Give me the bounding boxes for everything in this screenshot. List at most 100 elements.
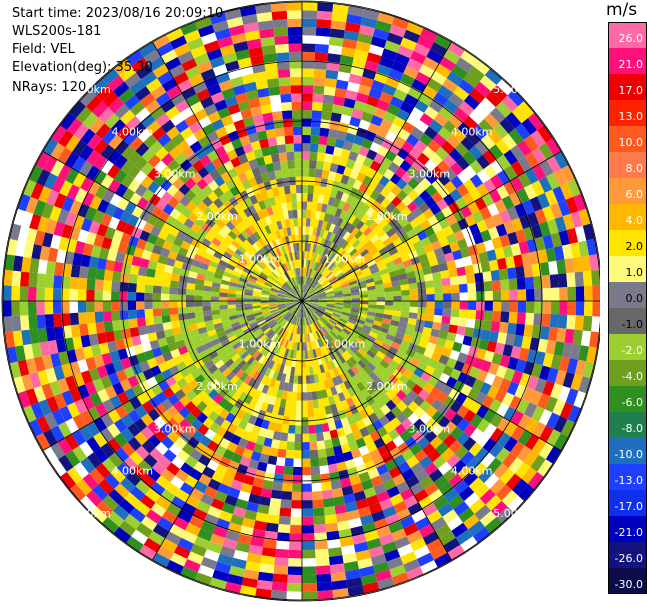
colorbar-segment [608, 256, 647, 282]
range-gate-cell [44, 301, 54, 315]
range-gate-cell [310, 270, 316, 279]
range-gate-cell [296, 325, 300, 334]
range-gate-cell [120, 427, 135, 443]
range-gate-cell [291, 491, 302, 501]
range-gate-cell [268, 301, 278, 303]
range-gate-cell [289, 260, 294, 270]
range-gate-cell [102, 280, 112, 291]
range-gate-cell [542, 380, 555, 397]
range-gate-cell [488, 226, 500, 240]
range-gate-cell [327, 196, 336, 207]
range-gate-cell [80, 410, 94, 426]
range-gate-cell [322, 282, 331, 289]
range-gate-cell [255, 156, 266, 167]
range-gate-cell [431, 423, 444, 437]
range-gate-cell [189, 140, 203, 154]
range-gate-cell [302, 408, 309, 418]
range-gate-cell [291, 93, 302, 102]
range-gate-cell [6, 238, 18, 256]
range-gate-cell [431, 178, 444, 192]
range-gate-cell [245, 561, 261, 572]
range-gate-cell [250, 485, 263, 496]
range-gate-cell [289, 184, 297, 194]
range-gate-cell [567, 286, 577, 301]
range-gate-cell [108, 134, 123, 150]
range-gate-cell [39, 245, 51, 261]
range-gate-cell [371, 251, 382, 260]
range-gate-cell [315, 548, 329, 559]
range-gate-cell [472, 357, 484, 370]
range-gate-cell [289, 349, 295, 359]
range-gate-cell [373, 255, 384, 264]
range-gate-cell [323, 284, 332, 290]
range-gate-cell [305, 259, 309, 269]
range-gate-cell [413, 43, 431, 57]
range-gate-cell [549, 314, 560, 328]
range-gate-cell [365, 384, 376, 396]
range-gate-cell [233, 203, 244, 214]
range-gate-cell [521, 467, 538, 484]
range-gate-cell [61, 224, 73, 239]
range-gate-cell [345, 256, 354, 265]
range-gate-cell [303, 284, 307, 293]
range-gate-cell [266, 317, 275, 324]
range-gate-cell [288, 43, 302, 53]
range-gate-cell [299, 342, 302, 351]
range-gate-cell [364, 274, 374, 281]
range-gate-cell [280, 287, 289, 293]
range-gate-cell [291, 251, 296, 261]
range-gate-cell [426, 510, 443, 524]
range-gate-cell [395, 350, 406, 360]
range-gate-cell [45, 327, 56, 342]
range-gate-cell [181, 206, 193, 218]
range-gate-cell [363, 239, 373, 249]
range-gate-cell [159, 344, 171, 355]
range-gate-cell [119, 109, 136, 125]
range-gate-cell [229, 277, 239, 284]
range-gate-cell [392, 355, 403, 365]
range-gate-cell [214, 444, 227, 457]
range-gate-cell [94, 290, 103, 301]
range-gate-cell [302, 76, 314, 86]
range-gate-cell [255, 280, 265, 287]
range-gate-cell [312, 85, 325, 95]
range-gate-cell [253, 328, 262, 336]
range-gate-cell [267, 136, 278, 147]
range-gate-cell [353, 49, 369, 61]
range-gate-cell [488, 330, 499, 343]
range-gate-cell [173, 236, 184, 247]
range-gate-cell [351, 294, 361, 299]
range-gate-cell [321, 326, 329, 335]
range-gate-cell [141, 188, 155, 202]
range-gate-cell [369, 401, 381, 413]
range-gate-cell [344, 22, 361, 33]
range-gate-cell [220, 312, 229, 319]
range-gate-cell [451, 292, 460, 301]
range-gate-cell [332, 394, 341, 404]
range-gate-cell [296, 276, 300, 285]
range-gate-cell [381, 272, 391, 280]
range-gate-cell [245, 150, 256, 162]
range-gate-cell [260, 401, 269, 412]
range-gate-cell [515, 265, 525, 279]
range-gate-cell [319, 317, 327, 325]
range-gate-cell [566, 227, 579, 244]
range-gate-cell [306, 391, 313, 401]
range-gate-cell [287, 574, 302, 584]
range-gate-cell [350, 286, 359, 291]
range-gate-cell [550, 232, 562, 248]
range-gate-cell [58, 351, 70, 366]
range-gate-cell [224, 95, 238, 108]
range-gate-cell [21, 256, 32, 273]
range-gate-cell [452, 341, 463, 353]
range-gate-cell [341, 106, 354, 117]
range-gate-cell [302, 292, 305, 301]
range-gate-cell [474, 504, 491, 521]
range-gate-cell [209, 212, 220, 224]
range-gate-cell [413, 240, 424, 251]
range-gate-cell [402, 183, 414, 196]
range-gate-cell [332, 327, 341, 335]
range-gate-cell [501, 392, 515, 407]
range-gate-cell [306, 209, 312, 219]
range-gate-cell [117, 242, 129, 254]
